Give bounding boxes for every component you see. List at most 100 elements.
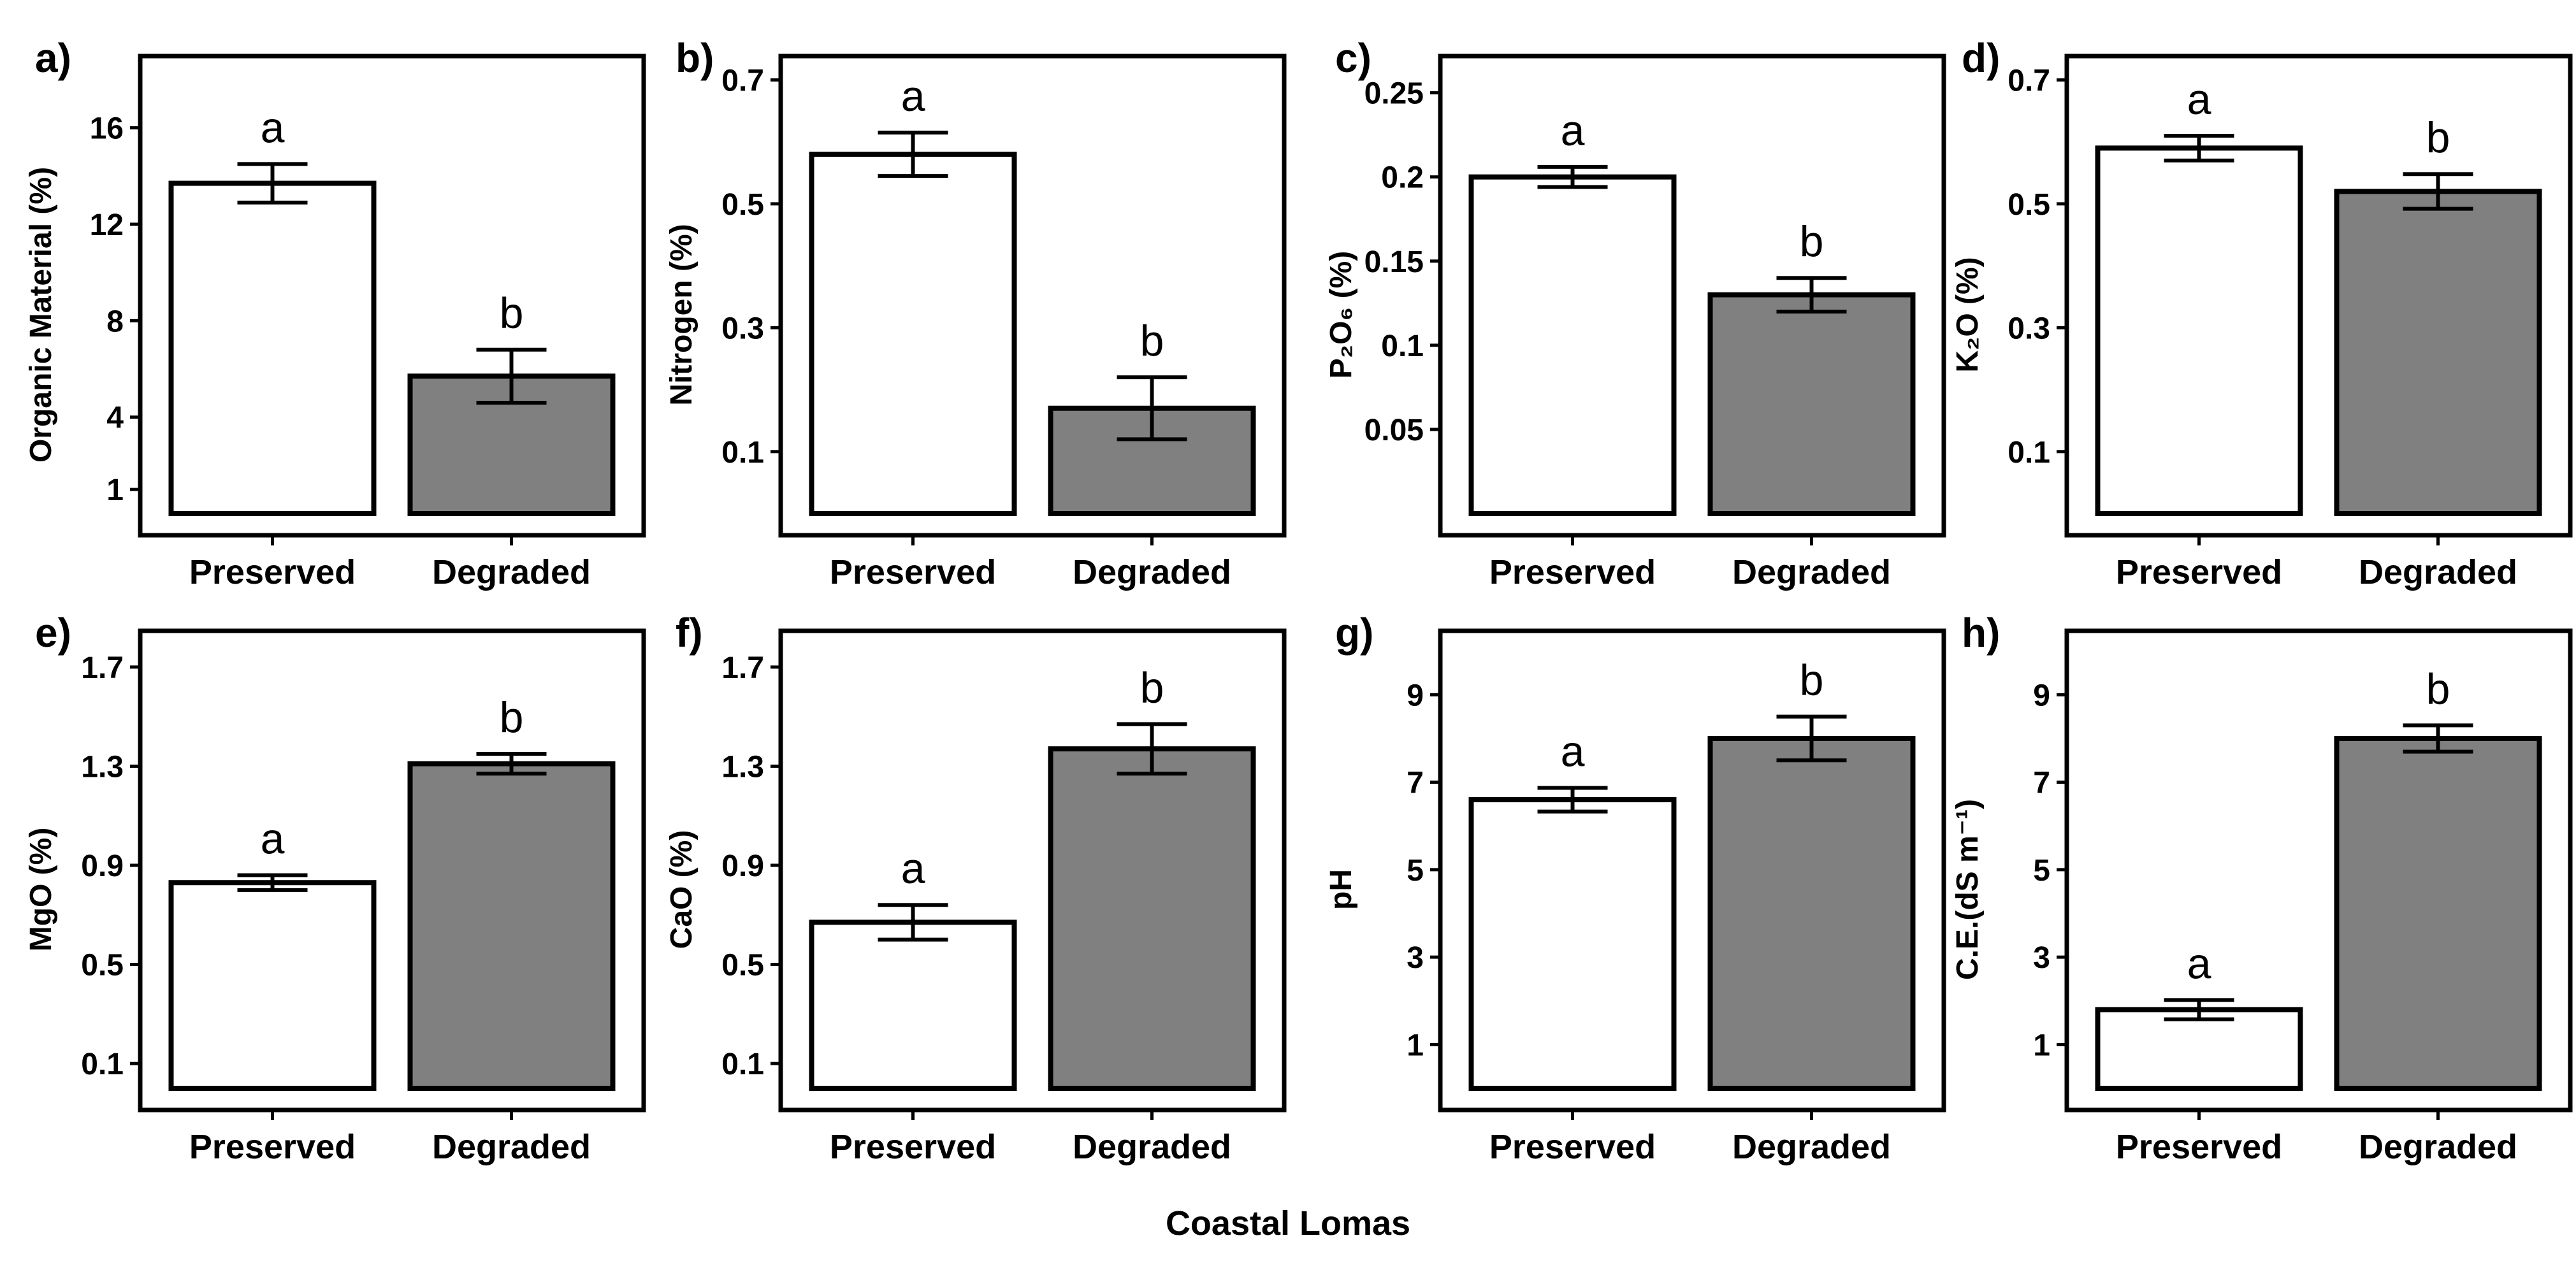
y-tick-label: 1 [2033, 1028, 2050, 1062]
y-tick-label: 0.3 [2008, 312, 2050, 345]
bar-degraded [1048, 746, 1256, 1091]
y-axis-label: pH [1324, 869, 1358, 910]
y-axis-label: Nitrogen (%) [665, 224, 698, 405]
y-axis-label: CaO (%) [665, 830, 698, 949]
y-axis-label: Organic Material (%) [24, 167, 58, 463]
x-tick-label: Degraded [1073, 553, 1231, 591]
significance-letter: a [1561, 728, 1585, 776]
y-tick-label: 16 [90, 112, 124, 146]
y-tick-label: 0.5 [2008, 188, 2050, 222]
bar-degraded [2334, 735, 2542, 1091]
y-tick-label: 0.15 [1364, 245, 1424, 279]
x-tick-label: Preserved [2116, 1128, 2282, 1166]
bar-preserved [2095, 1007, 2303, 1091]
bar-preserved [809, 919, 1017, 1091]
panel-d: d) 0.1 0.3 0.5 0.7 K₂O (%) a Preserved b Degraded [1951, 35, 2573, 591]
y-tick-label: 7 [2033, 767, 2050, 800]
panel-f: f) 0.1 0.5 0.9 1.3 1.7 CaO (%) a Preserved b Degra… [665, 610, 1287, 1166]
y-axis-label: MgO (%) [24, 828, 58, 952]
y-tick-label: 1.3 [81, 750, 124, 784]
y-tick-label: 3 [1407, 941, 1424, 975]
y-tick-label: 0.3 [721, 312, 764, 345]
panel-c: c) 0.05 0.1 0.15 0.2 0.25 P₂O₆ (%) a Preserved b D… [1324, 35, 1946, 591]
y-tick-label: 1.7 [81, 651, 124, 685]
significance-letter: b [1140, 663, 1164, 712]
panel-e: e) 0.1 0.5 0.9 1.3 1.7 MgO (%) a Preserved b Degra… [24, 610, 646, 1166]
x-tick-label: Degraded [1732, 1128, 1891, 1166]
panel-g: g) 1 3 5 7 9 pH a Preserved b Degraded [1324, 610, 1946, 1166]
panel-letter: g) [1335, 610, 1373, 656]
bar-preserved [809, 152, 1017, 517]
significance-letter: a [2187, 75, 2211, 124]
panel-frame [138, 628, 646, 1113]
panel-letter: d) [1962, 35, 2000, 81]
y-tick-label: 0.1 [721, 436, 764, 470]
significance-letter: a [2187, 939, 2211, 988]
panel-frame [2064, 54, 2573, 538]
x-tick-label: Preserved [2116, 553, 2282, 591]
panel-letter: a) [35, 35, 71, 81]
bar-preserved [1468, 797, 1677, 1091]
x-tick-label: Preserved [830, 1128, 996, 1166]
y-tick-label: 0.1 [81, 1048, 124, 1081]
significance-letter: b [1800, 656, 1824, 705]
significance-letter: a [1561, 106, 1585, 155]
panel-letter: e) [35, 610, 71, 656]
panel-b: b) 0.1 0.3 0.5 0.7 Nitrogen (%) a Preserved b Deg… [665, 35, 1287, 591]
y-tick-label: 1 [1407, 1028, 1424, 1062]
x-axis-title: Coastal Lomas [1166, 1204, 1410, 1243]
significance-letter: a [901, 72, 925, 120]
y-tick-label: 9 [1407, 679, 1424, 712]
y-tick-label: 4 [106, 401, 124, 435]
y-axis-label: K₂O (%) [1951, 257, 1985, 372]
significance-letter: a [901, 844, 925, 893]
y-tick-label: 0.1 [1381, 329, 1424, 363]
significance-letter: b [2426, 665, 2450, 713]
panel-frame [138, 54, 646, 538]
y-tick-label: 0.1 [721, 1048, 764, 1081]
y-axis-label: P₂O₆ (%) [1324, 251, 1358, 378]
significance-letter: a [261, 815, 285, 863]
y-tick-label: 9 [2033, 679, 2050, 712]
panel-frame [778, 54, 1287, 538]
y-tick-label: 0.25 [1364, 77, 1424, 111]
y-tick-label: 7 [1407, 767, 1424, 800]
x-tick-label: Degraded [1732, 553, 1891, 591]
x-tick-label: Preserved [1489, 553, 1656, 591]
panel-letter: h) [1962, 610, 2000, 656]
bar-preserved [168, 180, 377, 516]
y-tick-label: 0.2 [1381, 161, 1424, 195]
y-tick-label: 5 [2033, 854, 2050, 888]
x-tick-label: Degraded [432, 1128, 591, 1166]
y-tick-label: 0.1 [2008, 436, 2050, 470]
y-tick-label: 0.5 [81, 949, 124, 983]
x-tick-label: Degraded [1073, 1128, 1231, 1166]
y-tick-label: 12 [90, 208, 124, 242]
y-tick-label: 3 [2033, 941, 2050, 975]
x-tick-label: Preserved [1489, 1128, 1656, 1166]
y-axis-label: C.E.(dS m⁻¹) [1951, 799, 1985, 980]
bar-degraded [1707, 735, 1916, 1091]
panel-a: a) 1 4 8 12 16 Organic Material (%) a Preserved b… [24, 35, 646, 591]
bar-preserved [1468, 174, 1677, 516]
bar-degraded [407, 761, 616, 1091]
y-tick-label: 1 [106, 473, 124, 507]
bar-degraded [2334, 189, 2542, 516]
y-tick-label: 0.9 [721, 849, 764, 883]
significance-letter: b [2426, 113, 2450, 162]
significance-letter: a [261, 103, 285, 152]
significance-letter: b [1800, 217, 1824, 266]
panel-frame [1438, 54, 1946, 538]
panel-h: h) 1 3 5 7 9 C.E.(dS m⁻¹) a Preserved b Degraded [1951, 610, 2573, 1166]
x-tick-label: Preserved [189, 553, 356, 591]
bar-preserved [168, 880, 377, 1091]
y-tick-label: 0.5 [721, 949, 764, 983]
panel-letter: c) [1335, 35, 1371, 81]
y-tick-label: 1.7 [721, 651, 764, 685]
panel-frame [778, 628, 1287, 1113]
panel-letter: b) [676, 35, 714, 81]
bar-degraded [1707, 292, 1916, 516]
y-tick-label: 1.3 [721, 750, 764, 784]
x-tick-label: Preserved [189, 1128, 356, 1166]
y-tick-label: 0.7 [721, 64, 764, 97]
